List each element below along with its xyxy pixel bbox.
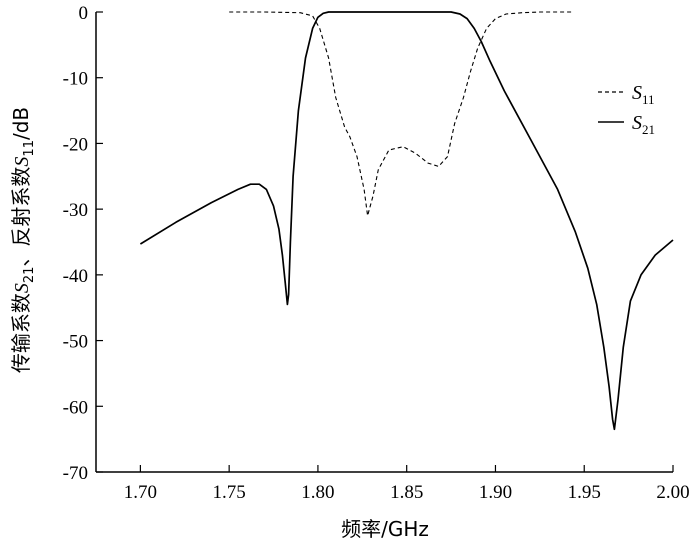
series-line-s11 bbox=[229, 11, 572, 217]
x-tick-label: 2.00 bbox=[656, 482, 689, 503]
series-layer bbox=[139, 11, 674, 431]
legend-label-s11-sub: 11 bbox=[642, 92, 655, 107]
legend: S11 S21 bbox=[598, 82, 655, 137]
y-title-prefix: 传输系数 bbox=[9, 293, 33, 373]
legend-label-s11-letter: S bbox=[632, 82, 642, 104]
y-tick-label: -50 bbox=[63, 332, 88, 353]
y-tick-label: -10 bbox=[63, 69, 88, 90]
y-tick-label: -20 bbox=[63, 134, 88, 155]
y-title-s11-sub: 11 bbox=[22, 140, 37, 157]
legend-label-s11: S11 bbox=[632, 82, 655, 107]
y-tick-label: -60 bbox=[63, 397, 88, 418]
y-title-middle: 、反射系数 bbox=[9, 167, 33, 267]
x-tick-label: 1.95 bbox=[568, 482, 601, 503]
x-ticks: 1.70 1.75 1.80 1.85 1.90 1.95 2.00 bbox=[124, 465, 690, 503]
x-tick-label: 1.85 bbox=[390, 482, 423, 503]
legend-label-s21-sub: 21 bbox=[642, 122, 655, 137]
y-axis-title: 传输系数S21、反射系数S11/dB bbox=[9, 107, 37, 373]
y-title-suffix: /dB bbox=[9, 107, 33, 140]
x-tick-label: 1.90 bbox=[479, 482, 512, 503]
x-tick-label: 1.80 bbox=[301, 482, 334, 503]
y-title-s21-sub: 21 bbox=[22, 267, 37, 284]
y-title-s21-letter: S bbox=[11, 283, 33, 293]
x-axis-title: 频率/GHz bbox=[341, 517, 429, 541]
legend-label-s21-letter: S bbox=[632, 112, 642, 134]
y-ticks: 0 -10 -20 -30 -40 -50 -60 -70 bbox=[63, 3, 103, 484]
legend-label-s21: S21 bbox=[632, 112, 655, 137]
y-tick-label: 0 bbox=[79, 3, 89, 24]
y-title-s11-letter: S bbox=[11, 157, 33, 167]
x-tick-label: 1.70 bbox=[124, 482, 157, 503]
y-tick-label: -30 bbox=[63, 200, 88, 221]
y-tick-label: -70 bbox=[63, 463, 88, 484]
series-line-s21 bbox=[139, 11, 674, 431]
x-tick-label: 1.75 bbox=[213, 482, 246, 503]
y-tick-label: -40 bbox=[63, 266, 88, 287]
axes bbox=[95, 12, 673, 473]
